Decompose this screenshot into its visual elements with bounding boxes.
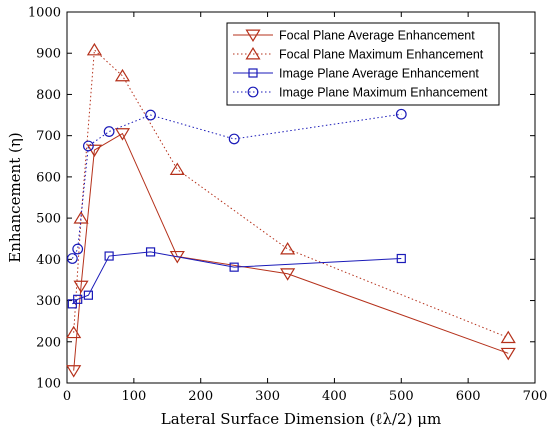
y-tick-label: 800 [36,88,61,103]
data-point [280,242,296,255]
series-3 [66,108,407,264]
legend-label: Image Plane Average Enhancement [279,67,479,81]
x-tick-label: 600 [456,389,481,404]
data-point [82,140,94,152]
y-tick-label: 900 [36,47,61,62]
x-tick-label: 700 [523,389,548,404]
data-point [228,133,240,145]
data-point [73,294,83,304]
legend-entry: Image Plane Maximum Enhancement [233,86,488,100]
axis-ticks: 0 100 200 300 400 500 600 700100200300400500600… [28,6,548,405]
series-line [72,251,402,305]
y-tick-label: 400 [36,253,61,268]
legend-entry: Focal Plane Average Enhancement [233,29,475,43]
series-layer [66,42,516,378]
data-point [103,126,115,137]
y-tick-label: 100 [36,377,61,392]
legend-label: Focal Plane Average Enhancement [279,29,475,43]
y-tick-label: 600 [36,170,61,185]
data-point [145,109,156,121]
data-point [66,325,82,339]
legend-entry: Image Plane Average Enhancement [233,67,479,81]
y-tick-label: 500 [36,212,61,227]
x-tick-label: 200 [188,389,213,404]
data-point [73,211,89,224]
data-point [114,68,131,82]
y-axis-label: Enhancement (η) [6,132,24,262]
legend-label: Focal Plane Maximum Enhancement [279,48,484,62]
legend-box [226,22,500,106]
y-tick-label: 700 [36,129,61,144]
data-point [395,108,407,120]
data-point [396,253,406,264]
series-line [73,132,509,371]
data-point [280,268,296,281]
x-tick-label: 500 [389,389,414,404]
x-tick-label: 0 [63,389,71,404]
data-point [169,162,185,175]
x-tick-label: 300 [255,389,280,404]
x-axis-label: Lateral Surface Dimension (ℓλ/2) μm [161,410,441,428]
data-point [66,253,78,264]
data-point [83,290,93,300]
legend-entry: Focal Plane Maximum Enhancement [233,46,484,62]
legend-marker [245,29,261,43]
y-tick-label: 1000 [28,6,61,21]
legend-marker [245,46,261,60]
data-point [145,247,156,257]
data-point [72,243,84,255]
legend: Focal Plane Average Enhancement Focal Pla… [226,22,500,106]
legend-label: Image Plane Maximum Enhancement [279,86,488,100]
data-point [104,251,114,261]
data-point [66,365,82,378]
series-2 [67,247,406,309]
x-tick-label: 400 [322,389,347,404]
y-tick-label: 300 [36,294,61,309]
data-point [500,330,516,344]
x-tick-label: 100 [121,389,146,404]
legend-marker [248,68,258,78]
data-point [86,42,102,56]
data-point [500,347,516,361]
y-tick-label: 200 [36,335,61,350]
legend-marker [247,86,259,98]
series-1 [66,42,516,344]
data-point [73,280,89,294]
data-point [114,128,131,141]
data-point [229,262,239,272]
